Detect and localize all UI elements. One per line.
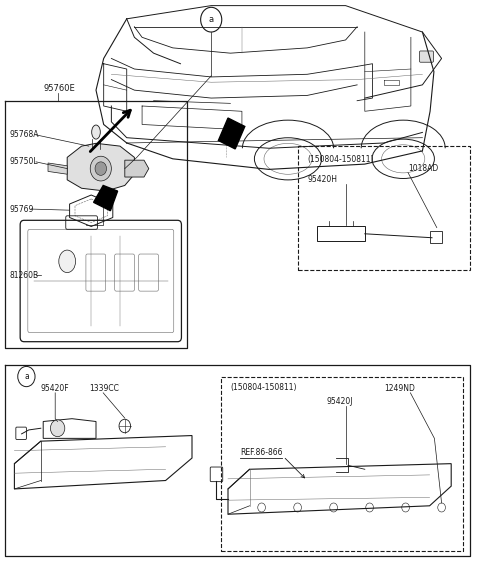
Polygon shape <box>94 185 118 211</box>
Ellipse shape <box>59 250 76 273</box>
Polygon shape <box>125 160 149 177</box>
Text: 95760E: 95760E <box>43 84 75 93</box>
Bar <box>221 377 463 551</box>
Text: 1018AD: 1018AD <box>408 164 438 173</box>
Text: 95769: 95769 <box>10 205 34 214</box>
Bar <box>298 146 470 270</box>
FancyBboxPatch shape <box>420 51 433 62</box>
Circle shape <box>90 156 111 181</box>
Text: 95750L: 95750L <box>10 157 38 166</box>
Circle shape <box>95 162 107 175</box>
Text: (150804-150811): (150804-150811) <box>307 155 374 164</box>
Polygon shape <box>67 143 134 191</box>
Text: 95420J: 95420J <box>326 397 353 406</box>
Text: (150804-150811): (150804-150811) <box>230 383 297 392</box>
Polygon shape <box>48 163 67 174</box>
Text: 95420F: 95420F <box>41 384 70 393</box>
Text: 95768A: 95768A <box>10 130 39 139</box>
Text: REF.86-866: REF.86-866 <box>240 448 283 457</box>
Text: 95420H: 95420H <box>307 175 337 184</box>
Circle shape <box>50 420 65 437</box>
Text: 81260B: 81260B <box>10 271 39 280</box>
Text: 1339CC: 1339CC <box>89 384 119 393</box>
Text: 1249ND: 1249ND <box>384 384 415 393</box>
Polygon shape <box>218 118 245 149</box>
Text: a: a <box>209 15 214 24</box>
Ellipse shape <box>92 125 100 139</box>
Text: a: a <box>24 372 29 381</box>
